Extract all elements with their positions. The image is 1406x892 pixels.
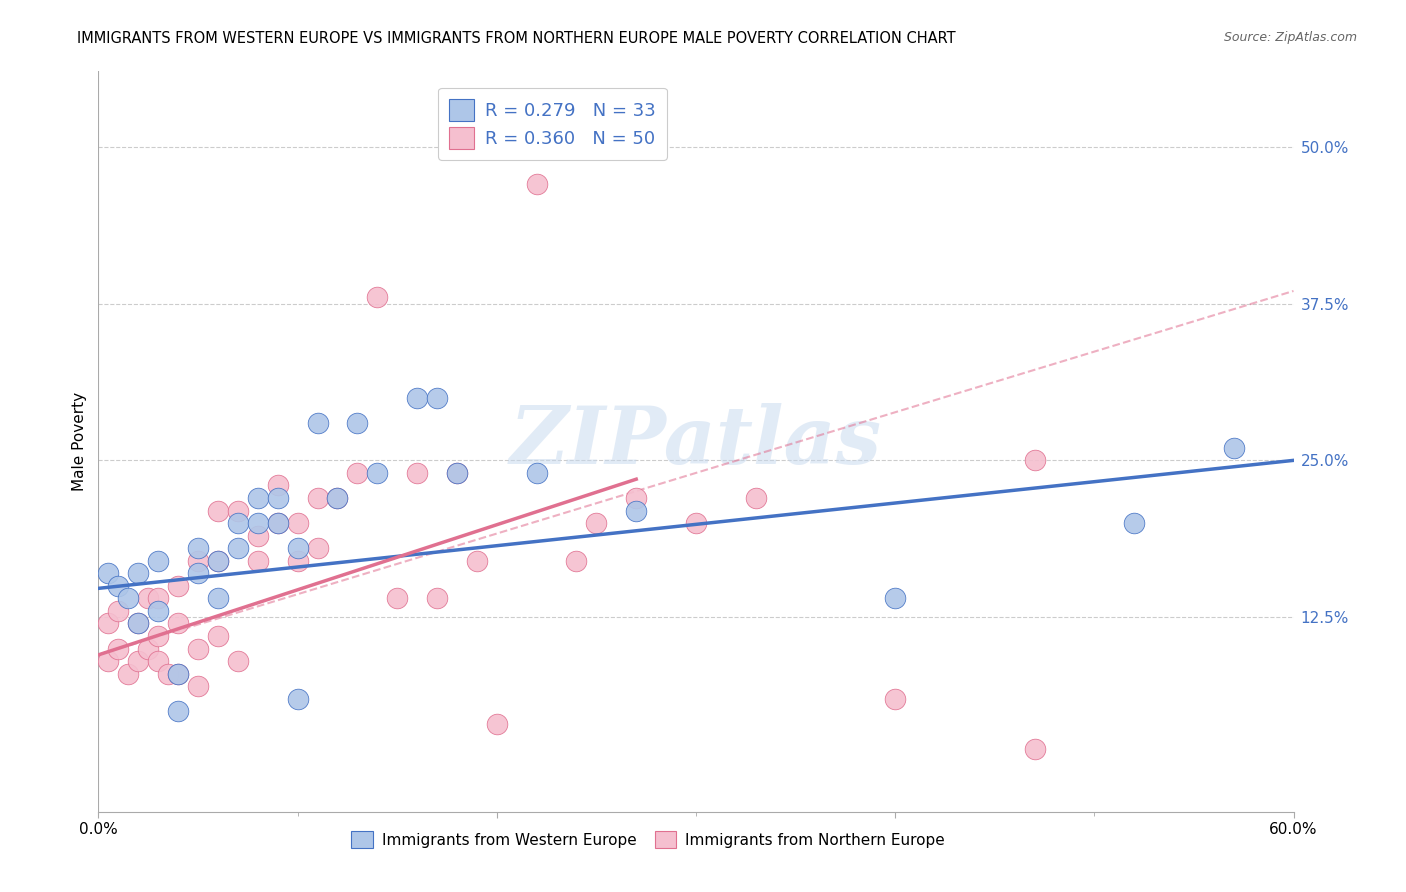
Point bbox=[406, 466, 429, 480]
Point bbox=[465, 554, 488, 568]
Point bbox=[226, 516, 249, 530]
Point bbox=[167, 704, 190, 718]
Point bbox=[187, 641, 209, 656]
Point bbox=[246, 554, 269, 568]
Point bbox=[207, 554, 229, 568]
Point bbox=[287, 541, 309, 556]
Point bbox=[346, 466, 368, 480]
Point bbox=[385, 591, 409, 606]
Point bbox=[107, 604, 129, 618]
Point bbox=[127, 616, 149, 631]
Point bbox=[127, 566, 149, 581]
Point bbox=[246, 491, 269, 505]
Point bbox=[148, 554, 170, 568]
Point bbox=[117, 666, 139, 681]
Text: Source: ZipAtlas.com: Source: ZipAtlas.com bbox=[1223, 31, 1357, 45]
Point bbox=[626, 503, 648, 517]
Point bbox=[267, 491, 290, 505]
Point bbox=[226, 503, 249, 517]
Point bbox=[167, 666, 190, 681]
Point bbox=[127, 616, 149, 631]
Point bbox=[246, 529, 269, 543]
Point bbox=[148, 629, 170, 643]
Point bbox=[1123, 516, 1146, 530]
Text: IMMIGRANTS FROM WESTERN EUROPE VS IMMIGRANTS FROM NORTHERN EUROPE MALE POVERTY C: IMMIGRANTS FROM WESTERN EUROPE VS IMMIGR… bbox=[77, 31, 956, 46]
Point bbox=[187, 566, 209, 581]
Y-axis label: Male Poverty: Male Poverty bbox=[72, 392, 87, 491]
Point bbox=[326, 491, 349, 505]
Point bbox=[287, 516, 309, 530]
Point bbox=[745, 491, 768, 505]
Point bbox=[246, 516, 269, 530]
Point bbox=[626, 491, 648, 505]
Point bbox=[366, 290, 388, 304]
Point bbox=[117, 591, 139, 606]
Point bbox=[148, 591, 170, 606]
Point bbox=[107, 579, 129, 593]
Point bbox=[346, 416, 368, 430]
Point bbox=[526, 178, 548, 192]
Point bbox=[157, 666, 180, 681]
Point bbox=[685, 516, 707, 530]
Point bbox=[585, 516, 607, 530]
Point bbox=[307, 491, 329, 505]
Point bbox=[1223, 441, 1246, 455]
Point bbox=[167, 616, 190, 631]
Point bbox=[207, 554, 229, 568]
Point bbox=[136, 591, 159, 606]
Point bbox=[207, 503, 229, 517]
Point bbox=[167, 579, 190, 593]
Point bbox=[187, 679, 209, 693]
Point bbox=[287, 554, 309, 568]
Point bbox=[226, 541, 249, 556]
Point bbox=[107, 641, 129, 656]
Point bbox=[1024, 742, 1046, 756]
Point bbox=[97, 566, 120, 581]
Point bbox=[307, 541, 329, 556]
Point bbox=[446, 466, 468, 480]
Point bbox=[207, 629, 229, 643]
Point bbox=[485, 717, 508, 731]
Point bbox=[267, 516, 290, 530]
Legend: Immigrants from Western Europe, Immigrants from Northern Europe: Immigrants from Western Europe, Immigran… bbox=[343, 823, 953, 856]
Point bbox=[127, 654, 149, 668]
Point bbox=[326, 491, 349, 505]
Point bbox=[426, 591, 449, 606]
Point bbox=[187, 541, 209, 556]
Point bbox=[307, 416, 329, 430]
Point bbox=[287, 691, 309, 706]
Point bbox=[526, 466, 548, 480]
Point bbox=[148, 604, 170, 618]
Point bbox=[97, 616, 120, 631]
Point bbox=[187, 554, 209, 568]
Point bbox=[366, 466, 388, 480]
Point bbox=[267, 516, 290, 530]
Point bbox=[207, 591, 229, 606]
Point bbox=[565, 554, 588, 568]
Point bbox=[148, 654, 170, 668]
Point bbox=[226, 654, 249, 668]
Point bbox=[446, 466, 468, 480]
Text: ZIPatlas: ZIPatlas bbox=[510, 403, 882, 480]
Point bbox=[97, 654, 120, 668]
Point bbox=[426, 391, 449, 405]
Point bbox=[167, 666, 190, 681]
Point bbox=[136, 641, 159, 656]
Point bbox=[884, 591, 907, 606]
Point bbox=[884, 691, 907, 706]
Point bbox=[406, 391, 429, 405]
Point bbox=[267, 478, 290, 492]
Point bbox=[1024, 453, 1046, 467]
